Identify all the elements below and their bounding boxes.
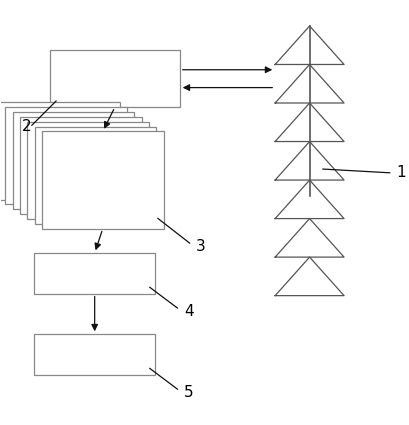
Bar <box>13 112 134 209</box>
Bar <box>50 50 180 107</box>
Text: 3: 3 <box>196 239 205 254</box>
Bar <box>42 131 163 229</box>
Bar <box>34 253 155 294</box>
Bar <box>27 122 148 219</box>
Text: 5: 5 <box>183 385 193 400</box>
Text: 1: 1 <box>396 165 405 180</box>
Bar <box>5 107 127 204</box>
Bar <box>34 127 156 224</box>
Bar <box>34 334 155 375</box>
Bar <box>0 102 119 199</box>
Text: 2: 2 <box>22 119 31 134</box>
Text: 4: 4 <box>183 304 193 319</box>
Bar <box>20 117 142 214</box>
